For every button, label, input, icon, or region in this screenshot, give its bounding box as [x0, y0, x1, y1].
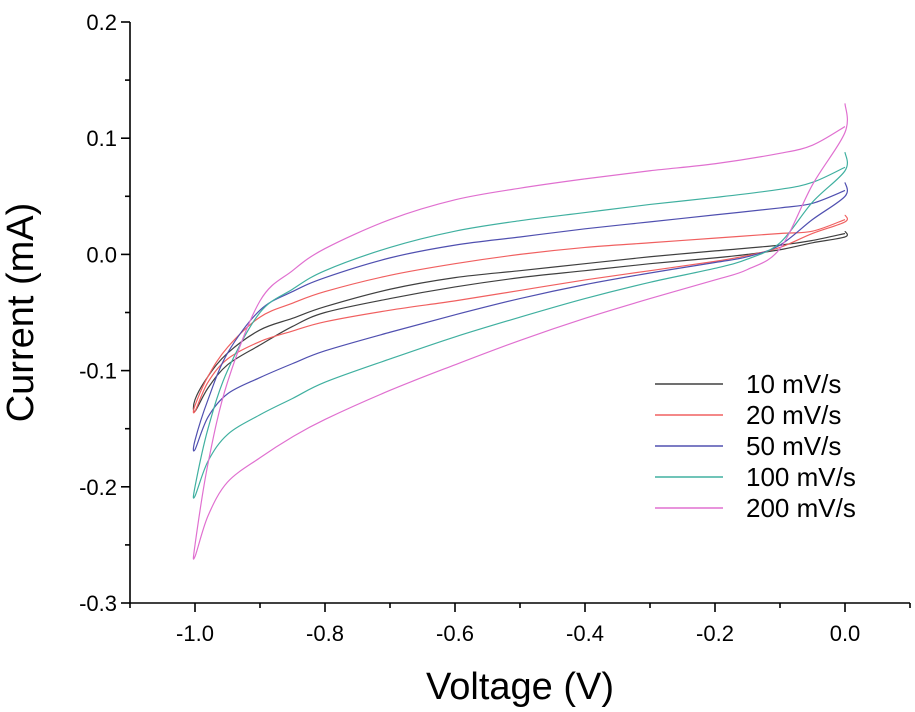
legend-label: 20 mV/s: [746, 400, 841, 430]
y-tick-label: -0.1: [79, 359, 117, 384]
y-tick-label: 0.1: [86, 126, 117, 151]
x-tick-label: -0.4: [566, 621, 604, 646]
y-tick-label: 0.0: [86, 242, 117, 267]
x-tick-label: -0.8: [306, 621, 344, 646]
legend-label: 50 mV/s: [746, 431, 841, 461]
y-ticks: -0.3 -0.2 -0.1 0.0 0.1 0.2: [79, 10, 130, 616]
series-line: [192, 103, 848, 560]
y-tick-label: -0.3: [79, 591, 117, 616]
series-line: [192, 214, 848, 414]
y-tick-label: -0.2: [79, 475, 117, 500]
legend-label: 10 mV/s: [746, 369, 841, 399]
y-tick-label: 0.2: [86, 10, 117, 35]
y-axis-title: Current (mA): [0, 203, 42, 423]
series-curves: [192, 103, 848, 560]
x-tick-label: -0.2: [696, 621, 734, 646]
x-ticks: -1.0 -0.8 -0.6 -0.4 -0.2 0.0: [129, 603, 911, 646]
series-line: [192, 182, 848, 452]
series-line: [192, 152, 848, 499]
legend-label: 200 mV/s: [746, 493, 856, 523]
x-axis-title: Voltage (V): [426, 666, 614, 708]
x-tick-label: -1.0: [176, 621, 214, 646]
series-line: [192, 230, 848, 413]
x-tick-label: 0.0: [830, 621, 861, 646]
legend-label: 100 mV/s: [746, 462, 856, 492]
x-tick-label: -0.6: [436, 621, 474, 646]
